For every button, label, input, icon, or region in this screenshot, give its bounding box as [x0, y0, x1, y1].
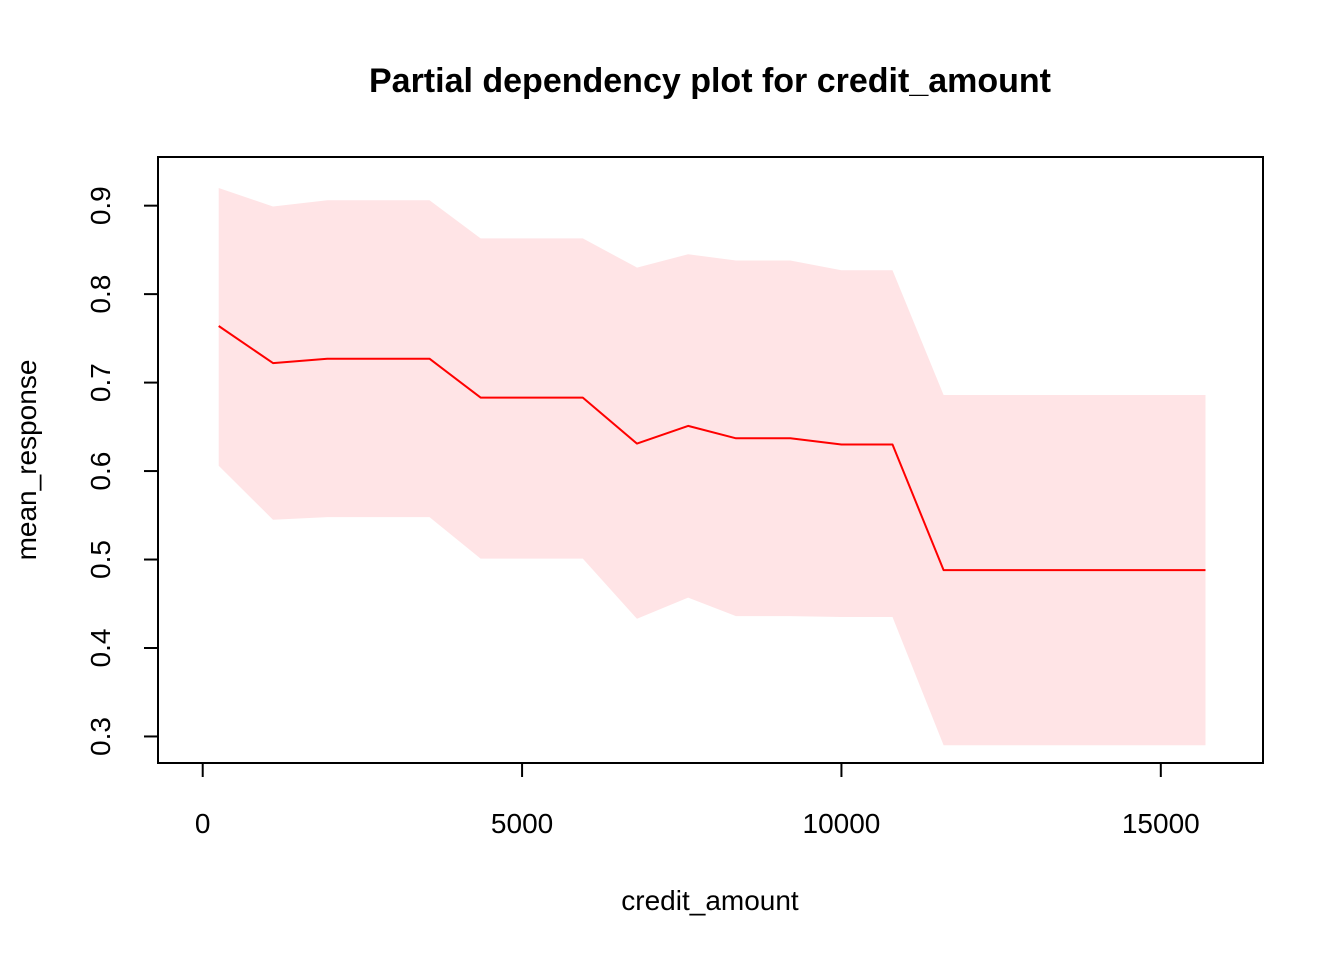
y-tick-label: 0.4	[85, 629, 116, 668]
confidence-band-layer	[218, 188, 1206, 746]
y-axis-label: mean_response	[11, 360, 42, 561]
y-axis: 0.3 0.4 0.5 0.6 0.7 0.8 0.9	[85, 186, 159, 756]
y-tick-label: 0.3	[85, 717, 116, 756]
x-axis-label: credit_amount	[621, 885, 799, 916]
x-axis: 0 5000 10000 15000	[195, 762, 1200, 839]
x-tick-label: 10000	[803, 808, 881, 839]
mean-line-layer	[218, 325, 1206, 572]
mean-response-line	[218, 325, 1206, 572]
y-tick-label: 0.7	[85, 363, 116, 402]
y-tick-label: 0.8	[85, 275, 116, 314]
y-tick-label: 0.6	[85, 452, 116, 491]
y-tick-label: 0.9	[85, 186, 116, 225]
x-tick-label: 5000	[491, 808, 553, 839]
confidence-band	[218, 188, 1206, 746]
x-tick-label: 15000	[1122, 808, 1200, 839]
x-tick-label: 0	[195, 808, 211, 839]
chart-title: Partial dependency plot for credit_amoun…	[369, 62, 1051, 100]
y-tick-label: 0.5	[85, 540, 116, 579]
